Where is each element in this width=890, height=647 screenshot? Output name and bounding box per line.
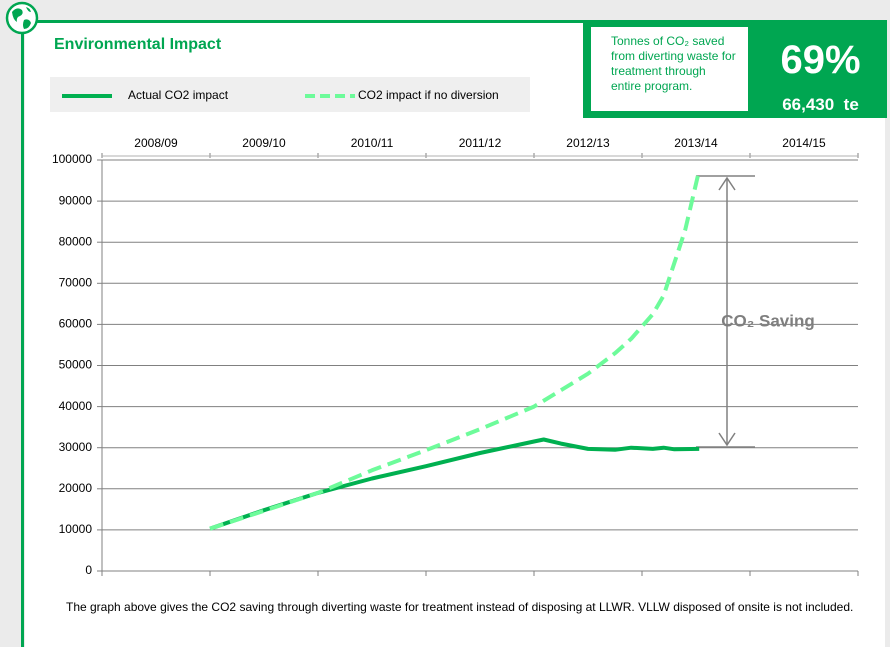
legend-label: CO2 impact if no diversion [358, 88, 499, 102]
x-category-label: 2012/13 [566, 136, 610, 150]
y-tick-label: 100000 [52, 152, 92, 166]
side-rule [21, 34, 24, 647]
x-category-label: 2008/09 [134, 136, 178, 150]
y-tick-label: 50000 [59, 358, 93, 372]
panel [25, 20, 885, 647]
y-tick-label: 20000 [59, 481, 93, 495]
legend [50, 77, 530, 112]
x-category-label: 2009/10 [242, 136, 286, 150]
kpi-box: Tonnes of CO₂ saved from diverting waste… [583, 20, 887, 118]
x-category-label: 2010/11 [351, 136, 394, 150]
chart-title: Environmental Impact [54, 36, 222, 53]
globe-icon [5, 1, 39, 35]
kpi-percent: 69% [780, 38, 861, 82]
annotation: CO₂ Saving [721, 311, 815, 330]
legend-label: Actual CO2 impact [128, 88, 229, 102]
y-tick-label: 0 [85, 563, 92, 577]
y-tick-label: 10000 [59, 522, 93, 536]
series-line [209, 173, 701, 531]
y-tick-label: 30000 [59, 440, 93, 454]
series-line [209, 437, 700, 531]
y-tick-label: 90000 [59, 193, 93, 207]
y-tick-label: 40000 [59, 399, 93, 413]
x-category-label: 2014/15 [782, 136, 826, 150]
x-category-label: 2011/12 [459, 136, 502, 150]
y-tick-label: 80000 [59, 234, 93, 248]
kpi-tonnes: 66,430 te [782, 95, 859, 114]
x-category-label: 2013/14 [674, 136, 718, 150]
saving-arrow [696, 175, 755, 448]
kpi-text: Tonnes of CO₂ saved from diverting waste… [591, 27, 748, 111]
y-tick-label: 70000 [59, 275, 93, 289]
footer-note: The graph above gives the CO2 saving thr… [66, 600, 854, 614]
y-tick-label: 60000 [59, 317, 93, 331]
